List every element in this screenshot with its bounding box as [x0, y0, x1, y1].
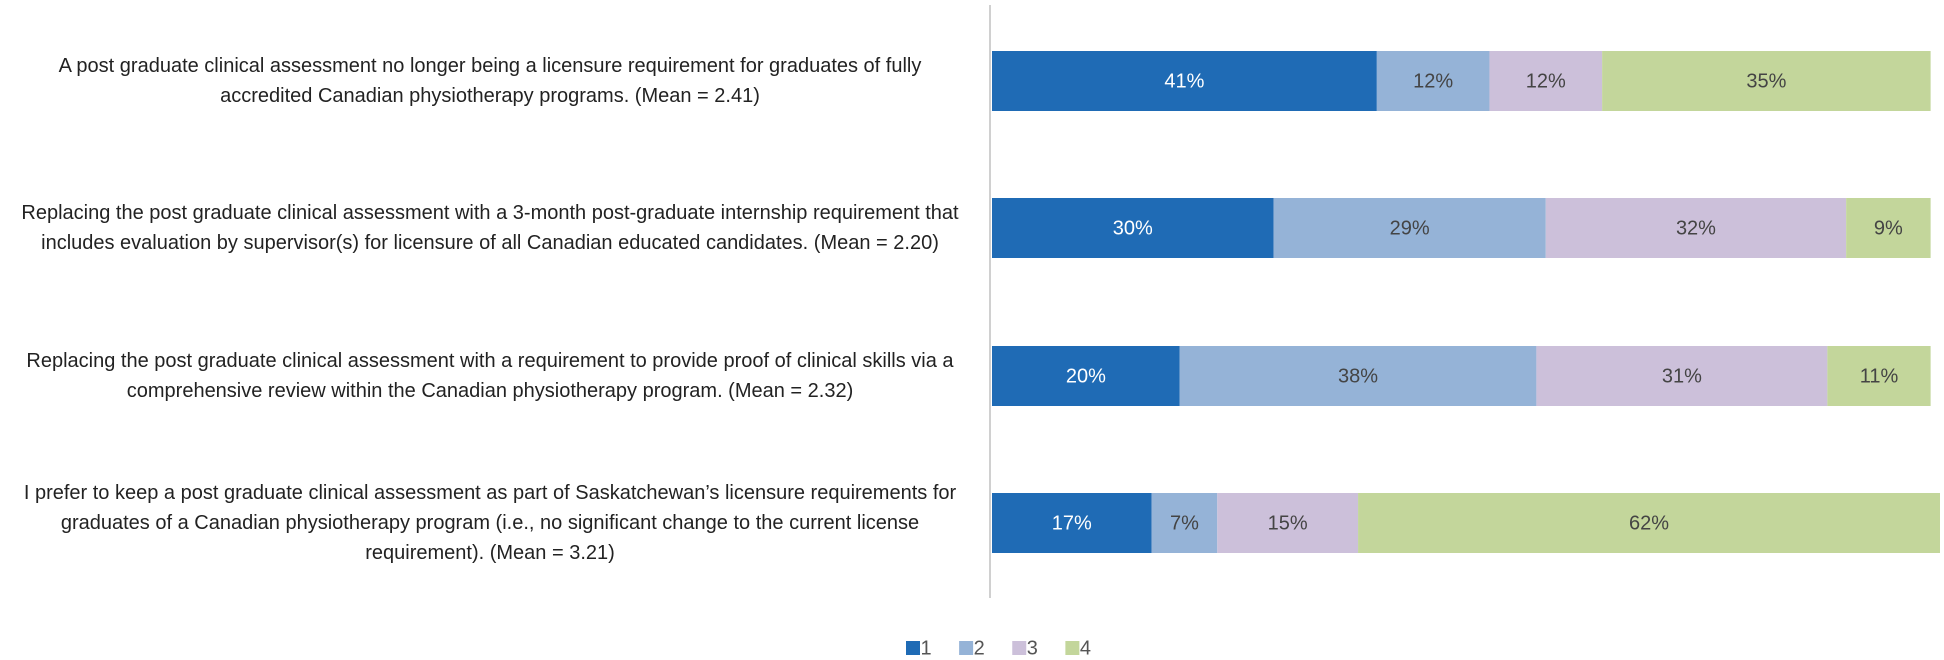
- value-label: 12%: [1526, 70, 1566, 92]
- value-label: 12%: [1413, 70, 1453, 92]
- bar-segment: [1179, 346, 1537, 406]
- bar-segment: [1376, 51, 1490, 111]
- value-label: 11%: [1860, 365, 1899, 387]
- bar-segment: [1217, 493, 1359, 553]
- value-label: 38%: [1338, 365, 1378, 387]
- value-label: 32%: [1676, 217, 1716, 239]
- bar-segment: [1489, 51, 1603, 111]
- value-label: 35%: [1746, 70, 1786, 92]
- legend-swatch: [959, 641, 974, 655]
- legend-swatch: [1065, 641, 1080, 655]
- value-label: 9%: [1874, 217, 1903, 239]
- value-label: 41%: [1164, 70, 1204, 92]
- legend-swatch: [1012, 641, 1027, 655]
- category-label: Replacing the post graduate clinical ass…: [21, 202, 959, 254]
- legend-label: 2: [974, 637, 985, 659]
- bar-segment: [992, 51, 1377, 111]
- value-label: 7%: [1170, 512, 1199, 534]
- legend-label: 4: [1080, 637, 1091, 659]
- bar-segment: [1151, 493, 1218, 553]
- value-label: 17%: [1052, 512, 1092, 534]
- value-label: 20%: [1066, 365, 1106, 387]
- bar-segment: [992, 198, 1274, 258]
- bar-segment: [1602, 51, 1931, 111]
- bar-segment: [1846, 198, 1931, 258]
- category-label: Replacing the post graduate clinical ass…: [26, 350, 954, 402]
- bar-segment: [1273, 198, 1546, 258]
- value-label: 62%: [1629, 512, 1669, 534]
- legend-label: 1: [920, 637, 931, 659]
- value-label: 29%: [1390, 217, 1430, 239]
- category-label: I prefer to keep a post graduate clinica…: [23, 482, 957, 564]
- category-label: A post graduate clinical assessment no l…: [58, 55, 922, 107]
- bar-segment: [1545, 198, 1847, 258]
- bar-segment: [1536, 346, 1828, 406]
- bar-segment: [1827, 346, 1931, 406]
- legend-swatch: [906, 641, 920, 655]
- value-label: 31%: [1662, 365, 1702, 387]
- value-label: 30%: [1113, 217, 1153, 239]
- bar-segment: [992, 493, 1152, 553]
- legend-label: 3: [1027, 637, 1038, 659]
- bar-segment: [1358, 493, 1940, 553]
- bar-segment: [992, 346, 1180, 406]
- value-label: 15%: [1268, 512, 1308, 534]
